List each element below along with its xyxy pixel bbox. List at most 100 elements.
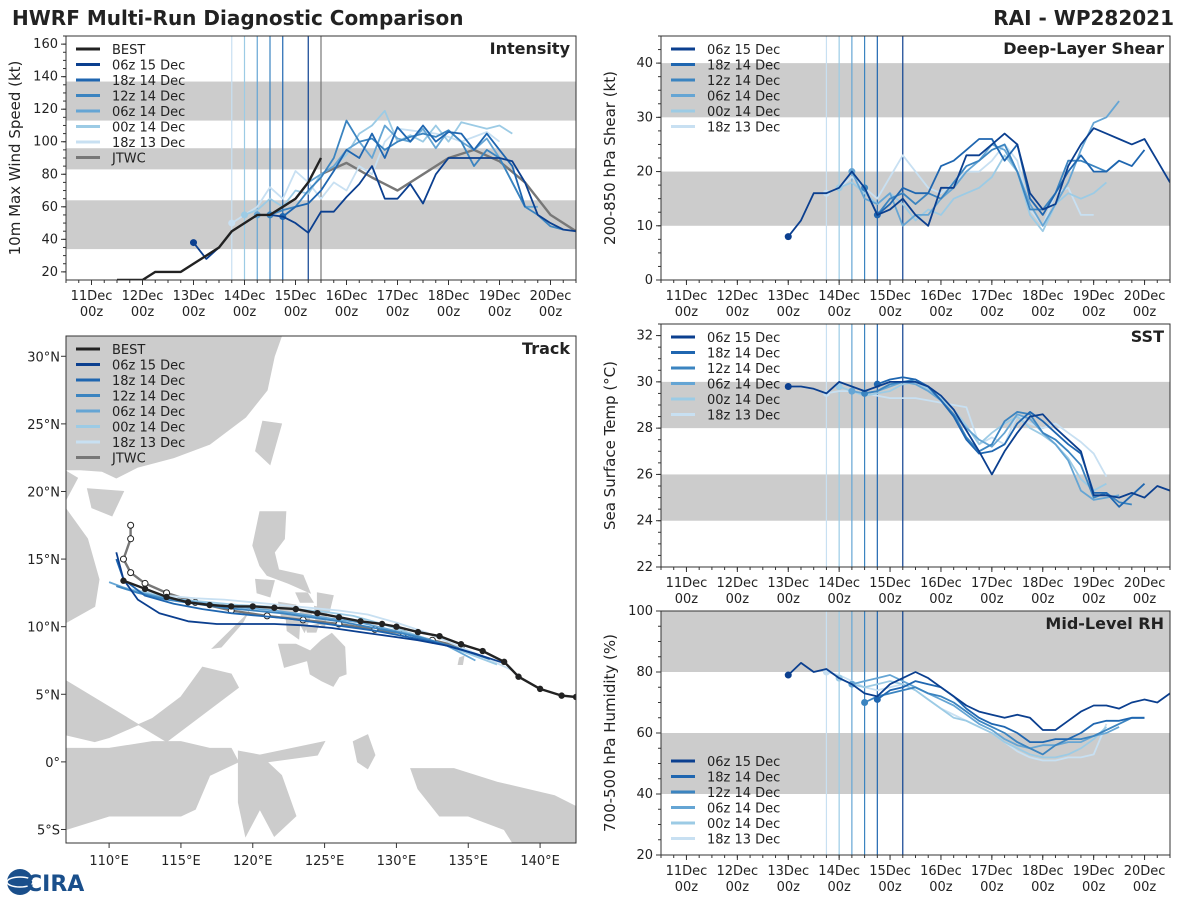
track-dot-jtwc <box>127 535 135 543</box>
intensity-xtick-label-day: 13Dec <box>173 289 215 304</box>
intensity-ytick-label: 80 <box>41 167 58 182</box>
rh-xtick-label-day: 18Dec <box>1022 864 1064 879</box>
land-palau <box>457 655 465 665</box>
sst-marker-12z-14-Dec <box>861 389 869 397</box>
sst-xtick-label-hour: 00z <box>777 592 801 607</box>
intensity-line-BEST <box>117 157 323 280</box>
shear-line-18z-14-Dec <box>876 138 1146 216</box>
shear-xtick-label-day: 11Dec <box>666 289 708 304</box>
sst-ytick-label: 26 <box>636 467 653 482</box>
track-line-18z-13-Dec <box>137 589 512 671</box>
intensity-title: Intensity <box>490 39 571 58</box>
intensity-xtick-label-hour: 00z <box>233 305 257 320</box>
intensity-line-18z-13-Dec <box>231 127 501 224</box>
intensity-xtick-label-hour: 00z <box>335 305 359 320</box>
shear-xtick-label-hour: 00z <box>827 305 851 320</box>
rh-line-06z-14-Dec <box>851 674 1120 750</box>
track-lon-label: 135°E <box>448 854 488 869</box>
logo-text: CIRA <box>26 872 84 897</box>
track-lon-label: 140°E <box>520 854 560 869</box>
land-group <box>66 336 576 843</box>
track-dot-best <box>335 614 343 621</box>
land-mindanao <box>277 632 347 687</box>
intensity-legend-label: 12z 14 Dec <box>112 90 185 105</box>
shear-xtick-label-day: 12Dec <box>716 289 758 304</box>
sst-xtick-label-hour: 00z <box>827 592 851 607</box>
track-lon-label: 130°E <box>377 854 417 869</box>
shear-legend-label: 18z 14 Dec <box>707 59 780 74</box>
intensity-ytick-label: 60 <box>41 200 58 215</box>
track-lat-label: 15°N <box>27 553 60 568</box>
sst-xtick-label-hour: 00z <box>878 592 902 607</box>
shear-line-06z-14-Dec <box>851 100 1120 227</box>
shear-xtick-label-day: 18Dec <box>1022 289 1064 304</box>
track-dot-best <box>271 604 278 611</box>
shear-xtick-label-hour: 00z <box>1031 305 1055 320</box>
sst-title: SST <box>1131 327 1164 346</box>
sst-ytick-label: 28 <box>636 421 653 436</box>
land-borneo <box>66 666 240 743</box>
intensity-marker-06z-15-Dec <box>190 239 197 247</box>
intensity-line-12z-14-Dec <box>269 119 564 231</box>
track-dot-best <box>572 693 576 701</box>
track-dot-best <box>249 603 256 610</box>
sst-legend-label: 18z 14 Dec <box>707 347 780 362</box>
rh-ylabel: 700-500 hPa Humidity (%) <box>601 634 619 832</box>
rh-legend-label: 12z 14 Dec <box>707 786 780 801</box>
shear-ytick-label: 40 <box>636 56 653 71</box>
sst-ytick-label: 22 <box>636 560 653 575</box>
track-legend-label: 12z 14 Dec <box>112 390 185 405</box>
shear-xtick-label-hour: 00z <box>1133 305 1157 320</box>
sst-ytick-label: 24 <box>636 514 653 529</box>
track-legend-label: 18z 13 Dec <box>112 436 185 451</box>
globe-icon <box>7 869 33 895</box>
rh-xtick-label-hour: 00z <box>878 880 902 895</box>
rh-line-18z-14-Dec <box>876 680 1145 743</box>
track-dot-best <box>558 692 565 699</box>
land-vietnam <box>66 470 100 624</box>
shear-ytick-label: 20 <box>636 165 653 180</box>
intensity-xtick-label-hour: 00z <box>386 305 410 320</box>
intensity-ytick-label: 160 <box>33 37 58 52</box>
track-line-18z-14-Dec <box>115 558 491 660</box>
intensity-xtick-label-hour: 00z <box>437 305 461 320</box>
land-china <box>66 336 283 479</box>
shear-ytick-label: 0 <box>645 273 653 288</box>
track-lon-label: 120°E <box>233 854 273 869</box>
shear-ytick-label: 10 <box>636 219 653 234</box>
shear-xtick-label-day: 17Dec <box>971 289 1013 304</box>
sst-line-12z-14-Dec <box>864 378 1132 506</box>
rh-ytick-label: 20 <box>636 848 653 863</box>
sst-xtick-label-hour: 00z <box>980 592 1004 607</box>
rh-legend-label: 18z 13 Dec <box>707 833 780 848</box>
intensity-xtick-label-hour: 00z <box>539 305 563 320</box>
rh-xtick-label-day: 16Dec <box>920 864 962 879</box>
rh-xtick-label-hour: 00z <box>980 880 1004 895</box>
rh-line-00z-14-Dec <box>838 677 1108 759</box>
sst-panel: 22242628303211Dec00z12Dec00z13Dec00z14De… <box>601 323 1171 607</box>
intensity-xtick-label-hour: 00z <box>80 305 104 320</box>
intensity-legend-label: 18z 14 Dec <box>112 74 185 89</box>
sst-marker-00z-14-Dec <box>835 382 843 390</box>
track-legend-label: BEST <box>112 343 145 358</box>
rh-band-1 <box>661 611 1170 672</box>
rh-xtick-label-hour: 00z <box>827 880 851 895</box>
sst-xtick-label-day: 17Dec <box>971 576 1013 591</box>
intensity-series-group <box>117 109 576 280</box>
shear-line-06z-15-Dec <box>787 127 1170 238</box>
rh-line-06z-15-Dec <box>787 662 1170 731</box>
rh-xtick-label-hour: 00z <box>1082 880 1106 895</box>
rh-xtick-label-hour: 00z <box>675 880 699 895</box>
intensity-xtick-label-day: 20Dec <box>530 289 572 304</box>
land-palawan <box>211 608 251 650</box>
shear-ylabel: 200-850 hPa Shear (kt) <box>601 71 619 245</box>
track-lat-label: 25°N <box>27 418 60 433</box>
sst-legend-label: 12z 14 Dec <box>707 362 780 377</box>
land-masbate <box>295 592 314 603</box>
intensity-legend-label: BEST <box>112 43 145 58</box>
track-lat-label: 5°N <box>36 688 61 703</box>
sst-marker-06z-14-Dec <box>848 387 856 395</box>
track-lon-label: 115°E <box>161 854 201 869</box>
shear-band-0 <box>661 171 1170 226</box>
